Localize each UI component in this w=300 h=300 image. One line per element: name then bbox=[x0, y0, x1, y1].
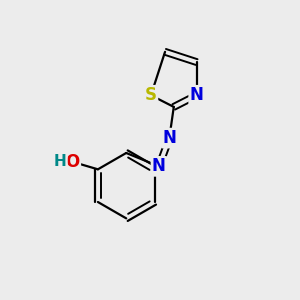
Text: O: O bbox=[65, 153, 80, 171]
Text: N: N bbox=[152, 157, 166, 175]
Text: N: N bbox=[190, 86, 204, 104]
Text: H: H bbox=[54, 154, 67, 169]
Text: N: N bbox=[162, 129, 176, 147]
Text: S: S bbox=[145, 86, 157, 104]
